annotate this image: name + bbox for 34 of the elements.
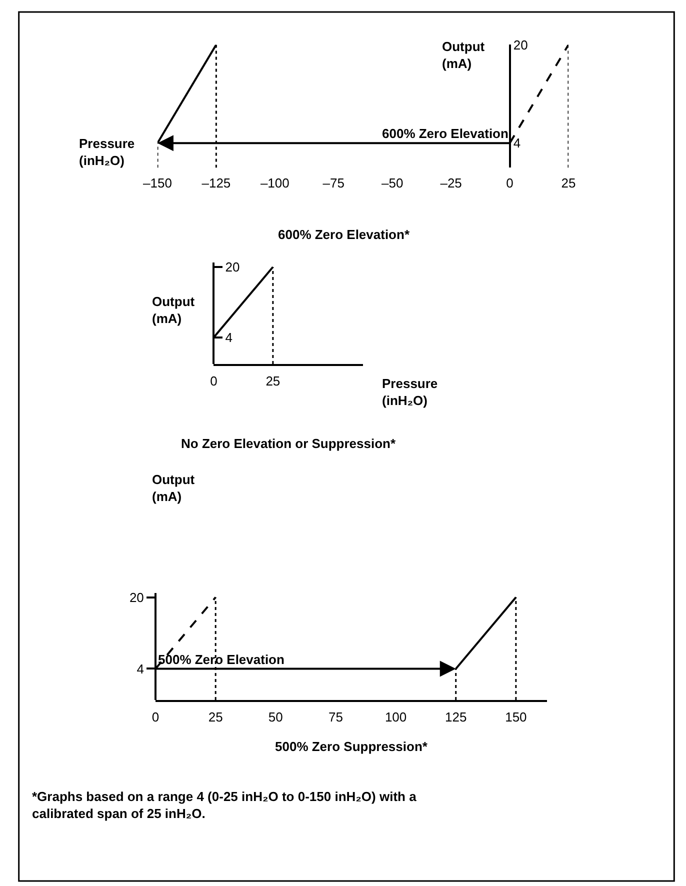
y-tick-label: 4: [513, 136, 521, 151]
text: 500% Zero Suppression*: [275, 739, 428, 754]
y-tick-label: 4: [136, 661, 144, 676]
x-tick-label: 150: [505, 710, 527, 725]
x-tick-label: 25: [561, 176, 576, 191]
x-tick-label: 0: [210, 374, 218, 389]
x-tick-label: –100: [260, 176, 290, 191]
x-tick-label: 0: [152, 710, 160, 725]
annotation: 600% Zero Elevation: [382, 126, 508, 141]
x-tick-label: 125: [445, 710, 467, 725]
y-axis-title: Output (mA): [442, 39, 486, 71]
x-tick-label: –25: [440, 176, 462, 191]
annotation: 500% Zero Elevation: [158, 652, 284, 667]
x-tick-label: –50: [381, 176, 404, 191]
x-tick-label: 25: [266, 374, 280, 389]
x-tick-label: 0: [506, 176, 514, 191]
x-axis-title: Pressure (inH₂O): [79, 136, 135, 168]
x-tick-label: –75: [322, 176, 344, 191]
x-tick-label: –125: [202, 176, 231, 191]
x-tick-label: 25: [208, 710, 223, 725]
x-axis-title: Pressure (inH₂O): [382, 376, 438, 408]
y-axis-title: Output (mA): [152, 472, 196, 504]
y-tick-label: 20: [129, 590, 144, 605]
y-tick-label: 4: [225, 330, 233, 346]
text: *Graphs based on a range 4 (0-25 inH₂O to 0-150 inH₂O) with a calibrated span of 25 inH₂O.: [32, 789, 418, 821]
x-tick-label: 100: [384, 710, 407, 725]
x-tick-label: 75: [328, 710, 343, 725]
y-tick-label: 20: [225, 260, 240, 275]
text: No Zero Elevation or Suppression*: [181, 436, 396, 451]
text: 600% Zero Elevation*: [278, 227, 410, 242]
y-axis-title: Output (mA): [152, 294, 196, 326]
x-tick-label: 50: [268, 710, 283, 725]
y-tick-label: 20: [513, 37, 528, 52]
x-tick-label: –150: [143, 176, 172, 191]
